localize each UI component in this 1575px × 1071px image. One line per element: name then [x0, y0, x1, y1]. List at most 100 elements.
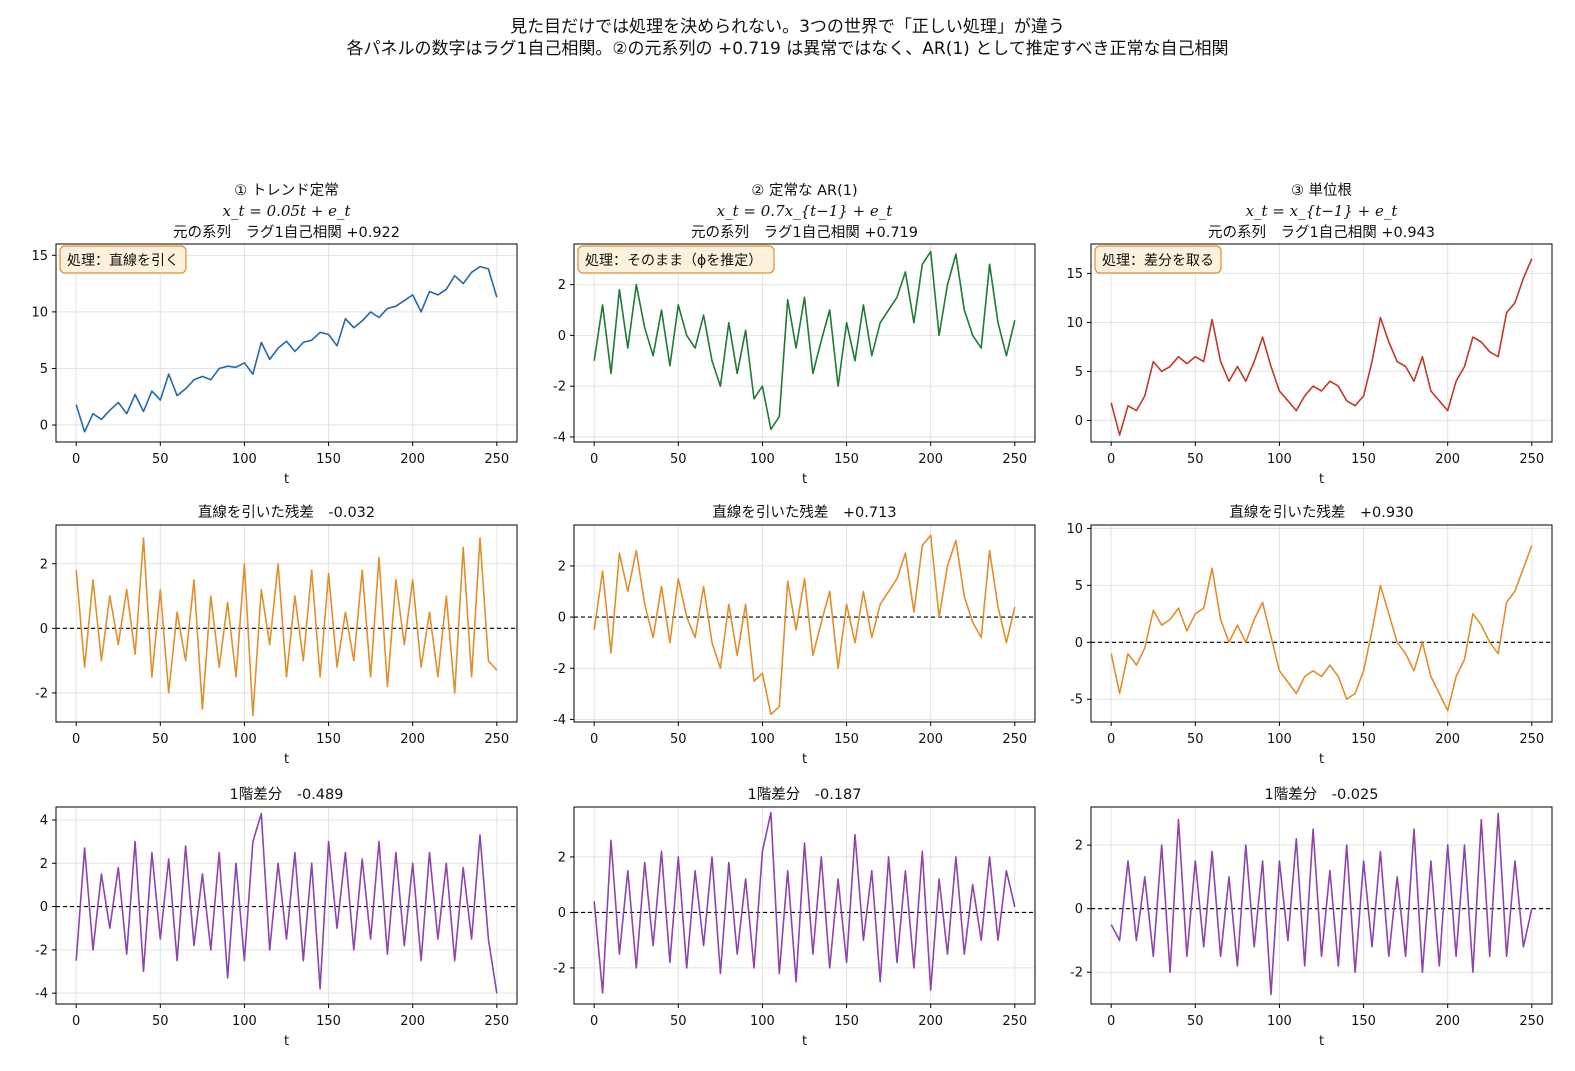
chart-0-panel: 0 50 100 150 200 250 0 5 10 15 t ① トレンド定常 x_t = 0.05…: [31, 182, 518, 487]
chart-5-ytick-label-2: 5: [1075, 579, 1083, 594]
chart-6-ytick-label-3: 2: [40, 857, 48, 872]
chart-4-ytick-label-2: 0: [558, 611, 566, 626]
chart-8-panel: 0 50 100 150 200 250 -2 0 2 t 1階差分 -0.025: [1070, 786, 1553, 1049]
chart-6-title: 1階差分 -0.489: [230, 786, 344, 803]
chart-5-xtick-label-2: 100: [1267, 732, 1292, 747]
chart-5-xtick-label-4: 200: [1435, 732, 1460, 747]
chart-1-xtick-label-3: 150: [834, 452, 859, 467]
chart-5-frame: [1090, 524, 1553, 723]
chart-7-xtick-label-1: 50: [670, 1014, 687, 1029]
chart-2-xtick-label-0: 0: [1107, 452, 1115, 467]
chart-1-xtick-label-5: 250: [1002, 452, 1027, 467]
chart-7-title: 1階差分 -0.187: [748, 786, 862, 803]
chart-4-ytick-label-3: 2: [558, 559, 566, 574]
chart-3-xtick-label-1: 50: [152, 732, 169, 747]
chart-2-ytick-label-2: 10: [1066, 316, 1083, 331]
chart-1-method-box: [577, 245, 775, 274]
chart-4-xtick-label-4: 200: [918, 732, 943, 747]
chart-1-series-line: [593, 250, 1016, 431]
chart-3-xlabel: t: [284, 752, 289, 767]
chart-3-xtick-label-2: 100: [232, 732, 257, 747]
chart-5-ytick-label-1: 0: [1075, 636, 1083, 651]
chart-2-ytick-label-3: 15: [1066, 267, 1083, 282]
chart-0-xtick-label-2: 100: [232, 452, 257, 467]
chart-5-xlabel: t: [1319, 752, 1324, 767]
chart-2-method-label: 処理：差分を取る: [1102, 253, 1214, 269]
chart-7-xtick-label-3: 150: [834, 1014, 859, 1029]
chart-2-xtick-label-4: 200: [1435, 452, 1460, 467]
chart-6-ytick-label-2: 0: [40, 900, 48, 915]
chart-4-title: 直線を引いた残差 +0.713: [712, 504, 896, 521]
chart-6-panel: 0 50 100 150 200 250 -4 -2 0 2 4 t 1階差分 -0.489: [35, 786, 518, 1049]
chart-5-ytick-label-3: 10: [1066, 522, 1083, 537]
chart-0-title-line-2: 元の系列 ラグ1自己相関 +0.922: [173, 224, 400, 241]
chart-2-method-box: [1094, 245, 1222, 274]
chart-6-xtick-label-1: 50: [152, 1014, 169, 1029]
chart-2-xlabel: t: [1319, 472, 1324, 487]
chart-6-frame: [55, 806, 518, 1005]
chart-7-panel: 0 50 100 150 200 250 -2 0 2 t 1階差分 -0.187: [553, 786, 1036, 1049]
chart-4-xtick-label-3: 150: [834, 732, 859, 747]
chart-6-ytick-label-4: 4: [40, 813, 48, 828]
chart-5-xtick-label-1: 50: [1187, 732, 1204, 747]
chart-4-ytick-label-0: -4: [553, 713, 566, 728]
chart-7-xtick-label-2: 100: [750, 1014, 775, 1029]
chart-1-panel: 0 50 100 150 200 250 -4 -2 0 2 t ② 定常な AR(1) x_t = 0…: [553, 182, 1036, 487]
chart-4-xtick-label-5: 250: [1002, 732, 1027, 747]
chart-1-ytick-label-1: -2: [553, 380, 566, 395]
chart-8-title: 1階差分 -0.025: [1265, 786, 1379, 803]
chart-0-xtick-label-3: 150: [316, 452, 341, 467]
chart-4-series-line: [593, 534, 1016, 716]
chart-8-xtick-label-5: 250: [1519, 1014, 1544, 1029]
chart-7-series-line: [593, 811, 1016, 994]
chart-0-ytick-label-1: 5: [40, 362, 48, 377]
chart-0-xtick-label-5: 250: [484, 452, 509, 467]
chart-8-ytick-label-0: -2: [1070, 966, 1083, 981]
chart-1-xtick-label-2: 100: [750, 452, 775, 467]
chart-7-xtick-label-0: 0: [590, 1014, 598, 1029]
chart-2-frame: [1090, 243, 1553, 443]
chart-6-xlabel: t: [284, 1034, 289, 1049]
chart-8-ytick-label-2: 2: [1075, 839, 1083, 854]
chart-2-xtick-label-3: 150: [1351, 452, 1376, 467]
chart-8-ytick-label-1: 0: [1075, 902, 1083, 917]
chart-7-frame: [573, 806, 1036, 1005]
chart-1-xtick-label-1: 50: [670, 452, 687, 467]
chart-0-method-label: 処理：直線を引く: [67, 252, 179, 269]
chart-1-xtick-label-0: 0: [590, 452, 598, 467]
chart-6-ytick-label-0: -4: [35, 987, 48, 1002]
chart-6-ytick-label-1: -2: [35, 943, 48, 958]
chart-1-title-line-2: 元の系列 ラグ1自己相関 +0.719: [691, 224, 918, 241]
chart-6-series-line: [75, 812, 498, 994]
chart-5-xtick-label-5: 250: [1519, 732, 1544, 747]
chart-7-xtick-label-5: 250: [1002, 1014, 1027, 1029]
chart-6-xtick-label-4: 200: [400, 1014, 425, 1029]
chart-5-xtick-label-3: 150: [1351, 732, 1376, 747]
chart-6-xtick-label-3: 150: [316, 1014, 341, 1029]
chart-0-title-line-1: x_t = 0.05t + e_t: [222, 202, 351, 220]
chart-7-ytick-label-1: 0: [558, 906, 566, 921]
chart-0-xlabel: t: [284, 472, 289, 487]
chart-8-frame: [1090, 806, 1553, 1005]
chart-2-title-line-1: x_t = x_{t−1} + e_t: [1246, 202, 1399, 220]
chart-1-ytick-label-3: 2: [558, 278, 566, 293]
chart-3-ytick-label-0: -2: [35, 686, 48, 701]
chart-2-xtick-label-2: 100: [1267, 452, 1292, 467]
chart-4-xlabel: t: [802, 752, 807, 767]
chart-3-panel: 0 50 100 150 200 250 -2 0 2 t 直線を引いた残差 -0.032: [35, 504, 518, 767]
chart-2-title-line-2: 元の系列 ラグ1自己相関 +0.943: [1208, 224, 1435, 241]
chart-2-ytick-label-0: 0: [1075, 414, 1083, 429]
chart-2-xtick-label-5: 250: [1519, 452, 1544, 467]
chart-8-xtick-label-0: 0: [1107, 1014, 1115, 1029]
chart-2-panel: 0 50 100 150 200 250 0 5 10 15 t ③ 単位根 x_t = x_{t−1}…: [1066, 182, 1553, 487]
suptitle-line-1: 見た目だけでは処理を決められない。3つの世界で「正しい処理」が違う: [510, 17, 1065, 37]
chart-1-frame: [573, 243, 1036, 443]
chart-6-xtick-label-2: 100: [232, 1014, 257, 1029]
chart-0-method-box: [59, 245, 187, 274]
chart-1-ytick-label-2: 0: [558, 329, 566, 344]
chart-3-xtick-label-4: 200: [400, 732, 425, 747]
chart-5-xtick-label-0: 0: [1107, 732, 1115, 747]
chart-2-title-line-0: ③ 単位根: [1291, 182, 1352, 199]
chart-5-series-line: [1110, 545, 1533, 712]
